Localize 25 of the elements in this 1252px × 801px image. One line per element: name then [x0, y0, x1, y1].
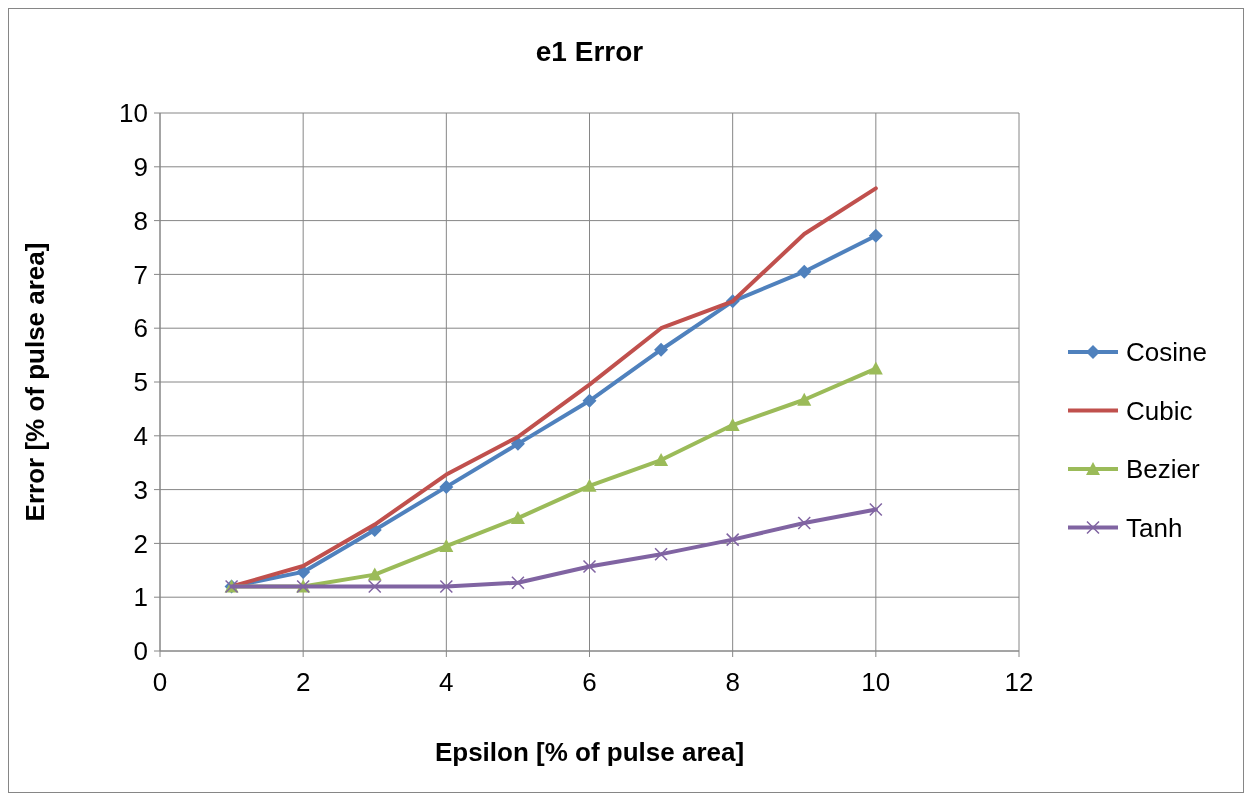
y-tick-label: 0 [133, 636, 148, 667]
x-tick-label: 10 [861, 667, 891, 697]
legend-label: Cubic [1126, 395, 1193, 426]
y-tick-label: 5 [133, 367, 148, 398]
chart-title: e1 Error [535, 36, 644, 67]
x-tick-label: 12 [1004, 667, 1034, 697]
x-tick-label: 6 [582, 667, 597, 697]
y-tick-label: 1 [133, 582, 148, 613]
legend-label: Cosine [1126, 337, 1207, 368]
x-tick-label: 0 [152, 667, 168, 697]
y-tick-label: 9 [133, 151, 148, 182]
legend-label: Bezier [1126, 454, 1201, 485]
y-tick-label: 4 [133, 420, 148, 451]
y-tick-label: 8 [133, 205, 148, 236]
x-tick-label: 2 [295, 667, 311, 697]
y-tick-label: 3 [133, 474, 148, 505]
y-tick-label: 2 [133, 528, 148, 559]
legend-label: Tanh [1126, 512, 1183, 543]
y-tick-label: 10 [119, 98, 148, 129]
y-tick-label: 6 [133, 313, 148, 344]
y-axis-title: Error [% of pulse area] [20, 242, 50, 522]
x-tick-label: 8 [725, 667, 740, 697]
y-tick-label: 7 [133, 259, 148, 290]
x-tick-label: 4 [439, 667, 454, 697]
x-axis-title: Epsilon [% of pulse area] [434, 737, 745, 767]
